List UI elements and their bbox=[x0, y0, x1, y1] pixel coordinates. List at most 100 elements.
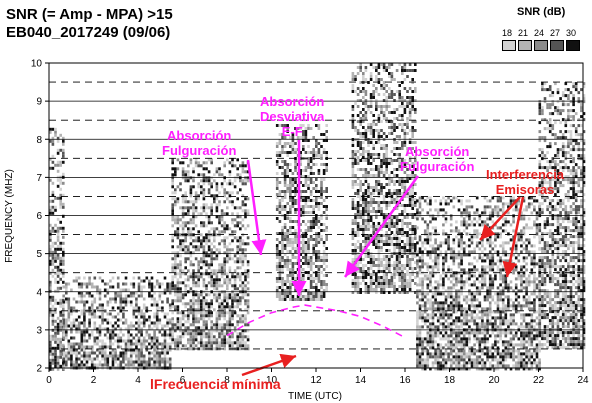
heatmap-cell bbox=[369, 72, 373, 75]
heatmap-cell bbox=[388, 75, 391, 78]
heatmap-cell bbox=[59, 301, 62, 305]
heatmap-cell bbox=[51, 346, 55, 350]
heatmap-cell bbox=[470, 301, 474, 305]
heatmap-cell bbox=[179, 263, 182, 267]
heatmap-cell bbox=[442, 346, 445, 350]
heatmap-cell bbox=[275, 289, 279, 292]
heatmap-cell bbox=[434, 349, 437, 353]
heatmap-cell bbox=[462, 295, 466, 299]
heatmap-cell bbox=[179, 347, 182, 351]
heatmap-cell bbox=[465, 367, 469, 371]
heatmap-cell bbox=[429, 235, 432, 239]
heatmap-cell bbox=[351, 249, 355, 252]
heatmap-cell bbox=[486, 331, 489, 335]
heatmap-cell bbox=[275, 163, 279, 166]
heatmap-cell bbox=[62, 181, 65, 185]
heatmap-cell bbox=[304, 202, 308, 205]
heatmap-cell bbox=[315, 265, 318, 268]
heatmap-cell bbox=[426, 235, 430, 239]
heatmap-cell bbox=[354, 288, 357, 291]
heatmap-cell bbox=[59, 310, 62, 314]
heatmap-cell bbox=[488, 238, 492, 242]
heatmap-cell bbox=[171, 275, 174, 279]
heatmap-cell bbox=[200, 311, 203, 315]
heatmap-cell bbox=[447, 304, 450, 308]
heatmap-cell bbox=[85, 291, 89, 295]
heatmap-cell bbox=[364, 168, 368, 171]
heatmap-cell bbox=[385, 279, 388, 282]
heatmap-cell bbox=[351, 219, 355, 222]
heatmap-cell bbox=[215, 323, 219, 327]
heatmap-cell bbox=[220, 173, 224, 177]
heatmap-cell bbox=[375, 78, 378, 81]
heatmap-cell bbox=[390, 150, 394, 153]
heatmap-cell bbox=[291, 298, 295, 301]
heatmap-cell bbox=[478, 271, 482, 275]
heatmap-cell bbox=[382, 201, 386, 204]
heatmap-cell bbox=[416, 226, 419, 230]
heatmap-cell bbox=[184, 191, 187, 195]
heatmap-cell bbox=[494, 211, 497, 215]
heatmap-cell bbox=[189, 323, 193, 327]
heatmap-cell bbox=[421, 319, 424, 323]
heatmap-cell bbox=[494, 355, 497, 359]
heatmap-cell bbox=[137, 288, 141, 292]
heatmap-cell bbox=[455, 271, 458, 275]
heatmap-cell bbox=[299, 259, 302, 262]
heatmap-cell bbox=[411, 81, 414, 84]
heatmap-cell bbox=[286, 130, 289, 133]
heatmap-cell bbox=[304, 166, 308, 169]
heatmap-cell bbox=[429, 340, 432, 344]
heatmap-cell bbox=[309, 277, 313, 280]
heatmap-cell bbox=[372, 144, 375, 147]
heatmap-cell bbox=[359, 228, 362, 231]
heatmap-cell bbox=[275, 280, 279, 283]
heatmap-cell bbox=[359, 267, 362, 270]
heatmap-cell bbox=[299, 295, 302, 298]
heatmap-cell bbox=[483, 223, 487, 227]
heatmap-cell bbox=[281, 238, 284, 241]
heatmap-cell bbox=[457, 244, 461, 248]
heatmap-cell bbox=[372, 147, 375, 150]
heatmap-cell bbox=[132, 363, 136, 367]
heatmap-cell bbox=[423, 337, 427, 341]
heatmap-cell bbox=[382, 291, 386, 294]
heatmap-cell bbox=[408, 111, 412, 114]
heatmap-cell bbox=[362, 132, 365, 135]
heatmap-cell bbox=[372, 282, 375, 285]
heatmap-cell bbox=[286, 256, 289, 259]
heatmap-cell bbox=[377, 264, 381, 267]
heatmap-cell bbox=[431, 307, 435, 311]
heatmap-cell bbox=[494, 310, 497, 314]
heatmap-cell bbox=[119, 327, 123, 331]
heatmap-cell bbox=[239, 188, 242, 192]
heatmap-cell bbox=[307, 256, 310, 259]
heatmap-cell bbox=[114, 333, 117, 337]
heatmap-cell bbox=[281, 289, 284, 292]
heatmap-cell bbox=[436, 334, 440, 338]
heatmap-cell bbox=[62, 142, 65, 146]
heatmap-cell bbox=[395, 264, 399, 267]
heatmap-cell bbox=[171, 317, 174, 321]
heatmap-cell bbox=[369, 111, 373, 114]
heatmap-cell bbox=[367, 159, 370, 162]
heatmap-cell bbox=[309, 193, 313, 196]
heatmap-cell bbox=[455, 295, 458, 299]
heatmap-cell bbox=[119, 351, 123, 355]
heatmap-cell bbox=[434, 298, 437, 302]
heatmap-cell bbox=[158, 357, 162, 361]
heatmap-cell bbox=[166, 351, 169, 355]
heatmap-cell bbox=[380, 84, 383, 87]
heatmap-cell bbox=[436, 325, 440, 329]
heatmap-cell bbox=[431, 244, 435, 248]
heatmap-cell bbox=[140, 345, 143, 349]
heatmap-cell bbox=[189, 308, 193, 312]
heatmap-cell bbox=[54, 340, 57, 344]
heatmap-cell bbox=[236, 341, 239, 345]
heatmap-cell bbox=[359, 81, 362, 84]
heatmap-cell bbox=[244, 179, 247, 183]
heatmap-cell bbox=[176, 197, 180, 201]
heatmap-cell bbox=[215, 317, 219, 321]
heatmap-cell bbox=[223, 305, 226, 309]
heatmap-cell bbox=[299, 196, 302, 199]
